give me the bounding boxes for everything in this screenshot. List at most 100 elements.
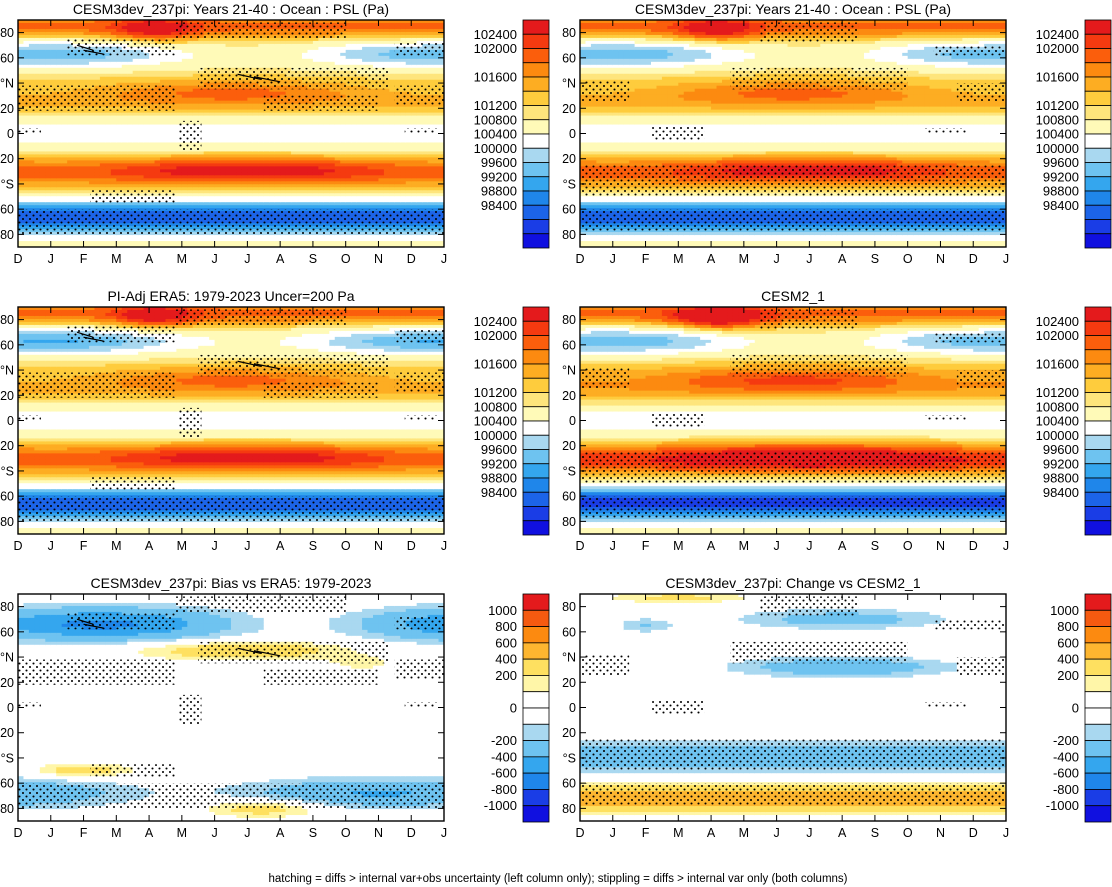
- field-cell: [209, 235, 216, 239]
- field-cell: [170, 163, 177, 167]
- field-cell: [165, 79, 172, 84]
- field-cell: [225, 181, 232, 185]
- field-cell: [362, 130, 369, 135]
- field-cell: [181, 37, 188, 42]
- field-cell: [323, 64, 330, 69]
- field-cell: [329, 175, 336, 179]
- field-cell: [149, 166, 156, 170]
- field-cell: [269, 193, 276, 197]
- field-cell: [198, 205, 205, 209]
- field-cell: [263, 202, 270, 206]
- field-cell: [307, 64, 314, 69]
- field-cell: [247, 151, 254, 156]
- field-cell: [220, 94, 227, 99]
- field-cell: [165, 184, 172, 188]
- field-cell: [351, 64, 358, 69]
- field-cell: [187, 109, 194, 114]
- field-cell: [203, 190, 210, 194]
- field-cell: [345, 118, 352, 123]
- field-cell: [307, 118, 314, 123]
- field-cell: [280, 46, 287, 51]
- field-cell: [45, 20, 52, 24]
- field-cell: [263, 154, 270, 158]
- field-cell: [285, 244, 292, 247]
- field-cell: [83, 145, 90, 150]
- field-cell: [89, 133, 96, 138]
- field-cell: [50, 130, 57, 135]
- field-cell: [334, 184, 341, 188]
- field-cell: [214, 151, 221, 156]
- field-cell: [89, 22, 96, 27]
- field-cell: [132, 178, 139, 182]
- field-cell: [165, 73, 172, 78]
- field-cell: [110, 235, 117, 239]
- field-cell: [83, 181, 90, 185]
- field-cell: [220, 157, 227, 161]
- field-cell: [170, 157, 177, 161]
- field-cell: [334, 145, 341, 150]
- field-cell: [373, 28, 380, 33]
- field-cell: [312, 157, 319, 161]
- field-cell: [61, 121, 68, 126]
- field-cell: [285, 64, 292, 69]
- field-cell: [99, 163, 106, 167]
- field-cell: [203, 202, 210, 206]
- field-cell: [165, 22, 172, 27]
- field-cell: [225, 109, 232, 114]
- field-cell: [18, 73, 25, 78]
- field-cell: [176, 100, 183, 105]
- field-cell: [116, 178, 123, 182]
- field-cell: [356, 61, 363, 66]
- field-cell: [236, 193, 243, 197]
- field-cell: [362, 202, 369, 206]
- field-cell: [302, 202, 309, 206]
- field-cell: [45, 61, 52, 66]
- field-cell: [45, 121, 52, 126]
- field-cell: [99, 112, 106, 117]
- field-cell: [340, 109, 347, 114]
- field-cell: [176, 91, 183, 96]
- field-cell: [83, 178, 90, 182]
- field-cell: [176, 49, 183, 54]
- field-cell: [61, 49, 68, 54]
- field-cell: [78, 31, 85, 36]
- field-cell: [247, 49, 254, 54]
- field-cell: [312, 199, 319, 203]
- field-cell: [34, 82, 41, 87]
- field-cell: [187, 58, 194, 63]
- field-cell: [56, 199, 63, 203]
- field-cell: [39, 64, 46, 69]
- field-cell: [121, 154, 128, 158]
- field-cell: [351, 34, 358, 39]
- field-cell: [89, 202, 96, 206]
- field-cell: [181, 67, 188, 72]
- field-cell: [83, 136, 90, 141]
- field-cell: [367, 34, 374, 39]
- field-cell: [307, 52, 314, 57]
- field-cell: [78, 136, 85, 141]
- field-cell: [203, 136, 210, 141]
- field-cell: [110, 139, 117, 144]
- field-cell: [302, 184, 309, 188]
- field-cell: [247, 112, 254, 117]
- field-cell: [356, 184, 363, 188]
- field-cell: [45, 154, 52, 158]
- field-cell: [209, 148, 216, 153]
- field-cell: [296, 196, 303, 200]
- field-cell: [181, 241, 188, 245]
- field-cell: [241, 205, 248, 209]
- field-cell: [89, 172, 96, 176]
- field-cell: [318, 49, 325, 54]
- field-cell: [160, 151, 167, 156]
- field-cell: [340, 244, 347, 247]
- field-cell: [165, 121, 172, 126]
- field-cell: [225, 196, 232, 200]
- field-cell: [351, 88, 358, 93]
- field-cell: [94, 109, 101, 114]
- field-cell: [39, 20, 46, 24]
- field-cell: [160, 22, 167, 27]
- field-cell: [61, 34, 68, 39]
- field-cell: [50, 151, 57, 156]
- field-cell: [340, 178, 347, 182]
- field-cell: [340, 184, 347, 188]
